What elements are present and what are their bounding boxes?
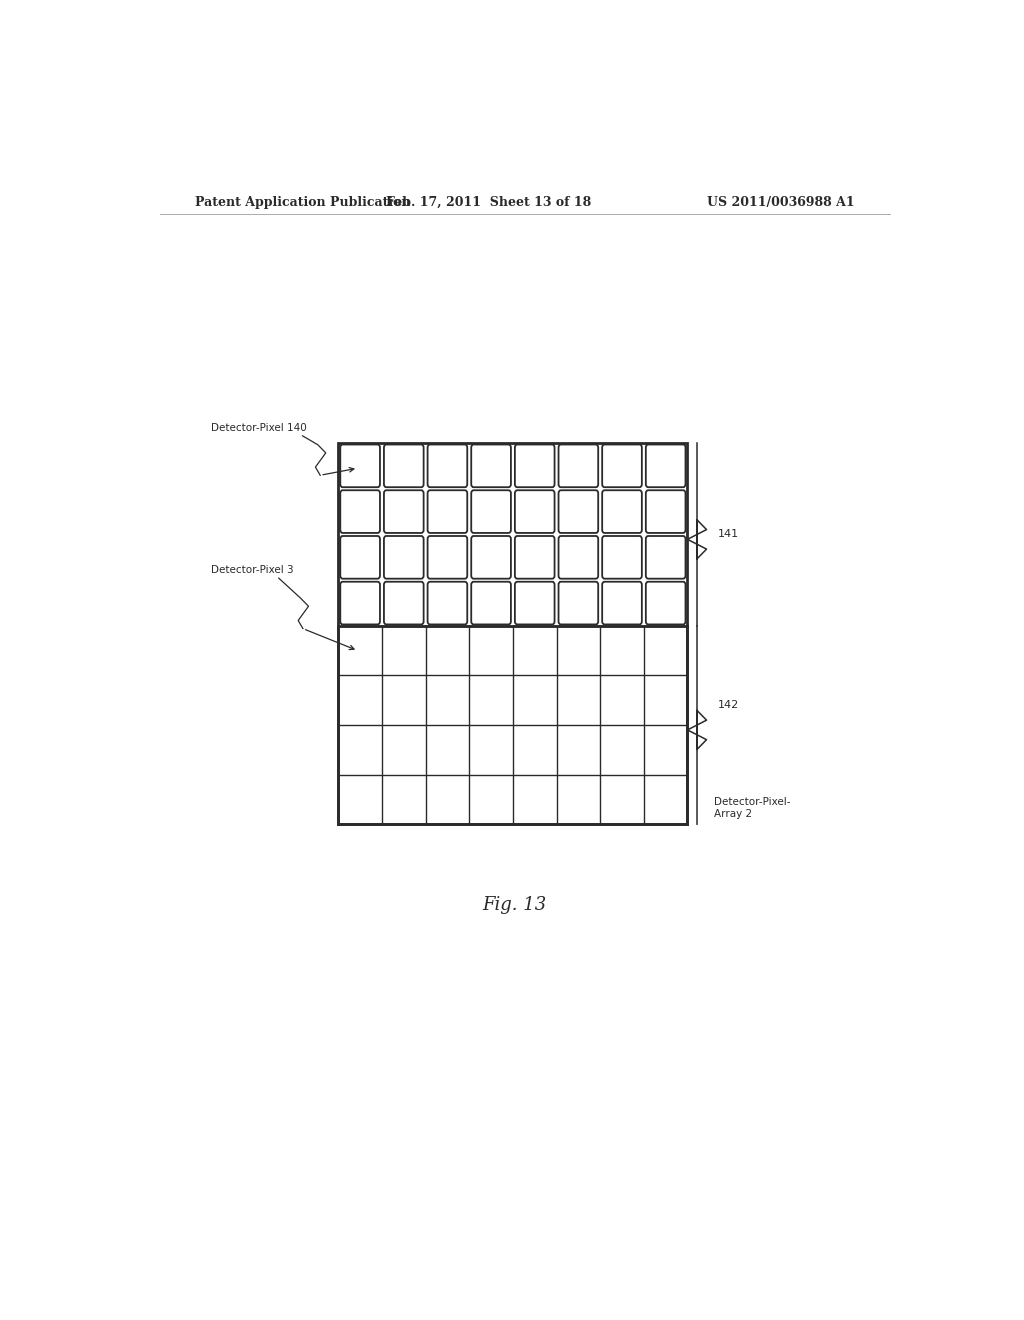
FancyBboxPatch shape: [428, 445, 467, 487]
FancyBboxPatch shape: [340, 582, 380, 624]
FancyBboxPatch shape: [340, 490, 380, 533]
FancyBboxPatch shape: [646, 445, 685, 487]
FancyBboxPatch shape: [558, 445, 598, 487]
Text: Patent Application Publication: Patent Application Publication: [196, 195, 411, 209]
FancyBboxPatch shape: [340, 445, 380, 487]
FancyBboxPatch shape: [515, 445, 555, 487]
Text: US 2011/0036988 A1: US 2011/0036988 A1: [707, 195, 854, 209]
Text: Detector-Pixel 140: Detector-Pixel 140: [211, 422, 307, 433]
Text: 142: 142: [718, 700, 739, 710]
FancyBboxPatch shape: [428, 490, 467, 533]
FancyBboxPatch shape: [602, 582, 642, 624]
FancyBboxPatch shape: [384, 536, 424, 578]
FancyBboxPatch shape: [384, 490, 424, 533]
FancyBboxPatch shape: [646, 490, 685, 533]
FancyBboxPatch shape: [340, 536, 380, 578]
FancyBboxPatch shape: [515, 582, 555, 624]
Text: Detector-Pixel-
Array 2: Detector-Pixel- Array 2: [714, 797, 791, 818]
Text: 141: 141: [718, 529, 738, 540]
FancyBboxPatch shape: [558, 536, 598, 578]
FancyBboxPatch shape: [558, 490, 598, 533]
FancyBboxPatch shape: [428, 536, 467, 578]
FancyBboxPatch shape: [602, 536, 642, 578]
Text: Fig. 13: Fig. 13: [482, 896, 547, 915]
FancyBboxPatch shape: [602, 490, 642, 533]
Bar: [338, 444, 687, 824]
FancyBboxPatch shape: [471, 582, 511, 624]
FancyBboxPatch shape: [646, 582, 685, 624]
Text: Feb. 17, 2011  Sheet 13 of 18: Feb. 17, 2011 Sheet 13 of 18: [386, 195, 592, 209]
FancyBboxPatch shape: [384, 582, 424, 624]
FancyBboxPatch shape: [515, 536, 555, 578]
FancyBboxPatch shape: [558, 582, 598, 624]
FancyBboxPatch shape: [602, 445, 642, 487]
FancyBboxPatch shape: [515, 490, 555, 533]
FancyBboxPatch shape: [471, 445, 511, 487]
FancyBboxPatch shape: [384, 445, 424, 487]
FancyBboxPatch shape: [471, 536, 511, 578]
FancyBboxPatch shape: [471, 490, 511, 533]
FancyBboxPatch shape: [646, 536, 685, 578]
Text: Detector-Pixel 3: Detector-Pixel 3: [211, 565, 294, 576]
FancyBboxPatch shape: [428, 582, 467, 624]
